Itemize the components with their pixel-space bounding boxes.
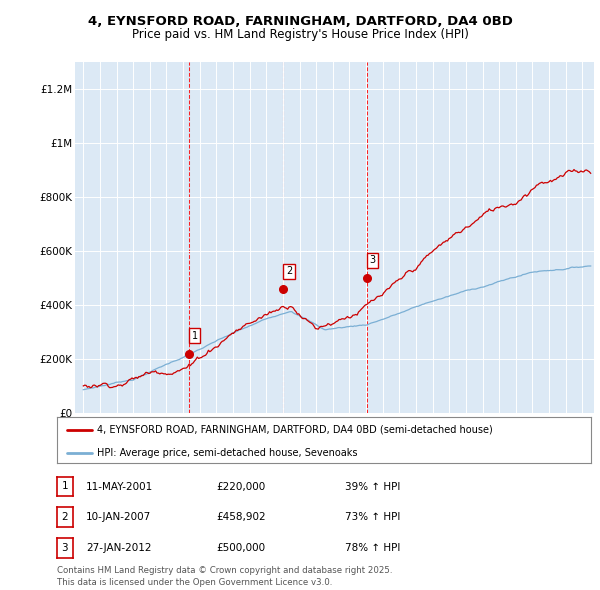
Text: 2: 2 — [286, 266, 292, 276]
Text: 3: 3 — [370, 255, 376, 265]
Text: 78% ↑ HPI: 78% ↑ HPI — [345, 543, 400, 553]
Text: 3: 3 — [61, 543, 68, 553]
Text: £500,000: £500,000 — [216, 543, 265, 553]
Text: 39% ↑ HPI: 39% ↑ HPI — [345, 482, 400, 491]
Text: 1: 1 — [61, 481, 68, 491]
Text: 10-JAN-2007: 10-JAN-2007 — [86, 513, 151, 522]
Text: Price paid vs. HM Land Registry's House Price Index (HPI): Price paid vs. HM Land Registry's House … — [131, 28, 469, 41]
Text: 4, EYNSFORD ROAD, FARNINGHAM, DARTFORD, DA4 0BD (semi-detached house): 4, EYNSFORD ROAD, FARNINGHAM, DARTFORD, … — [97, 425, 493, 435]
Text: 2: 2 — [61, 512, 68, 522]
Text: 11-MAY-2001: 11-MAY-2001 — [86, 482, 153, 491]
Text: 1: 1 — [192, 331, 198, 341]
Text: Contains HM Land Registry data © Crown copyright and database right 2025.
This d: Contains HM Land Registry data © Crown c… — [57, 566, 392, 587]
Text: £458,902: £458,902 — [216, 513, 266, 522]
Text: 4, EYNSFORD ROAD, FARNINGHAM, DARTFORD, DA4 0BD: 4, EYNSFORD ROAD, FARNINGHAM, DARTFORD, … — [88, 15, 512, 28]
Text: HPI: Average price, semi-detached house, Sevenoaks: HPI: Average price, semi-detached house,… — [97, 448, 358, 458]
Text: 27-JAN-2012: 27-JAN-2012 — [86, 543, 151, 553]
Text: 73% ↑ HPI: 73% ↑ HPI — [345, 513, 400, 522]
Text: £220,000: £220,000 — [216, 482, 265, 491]
